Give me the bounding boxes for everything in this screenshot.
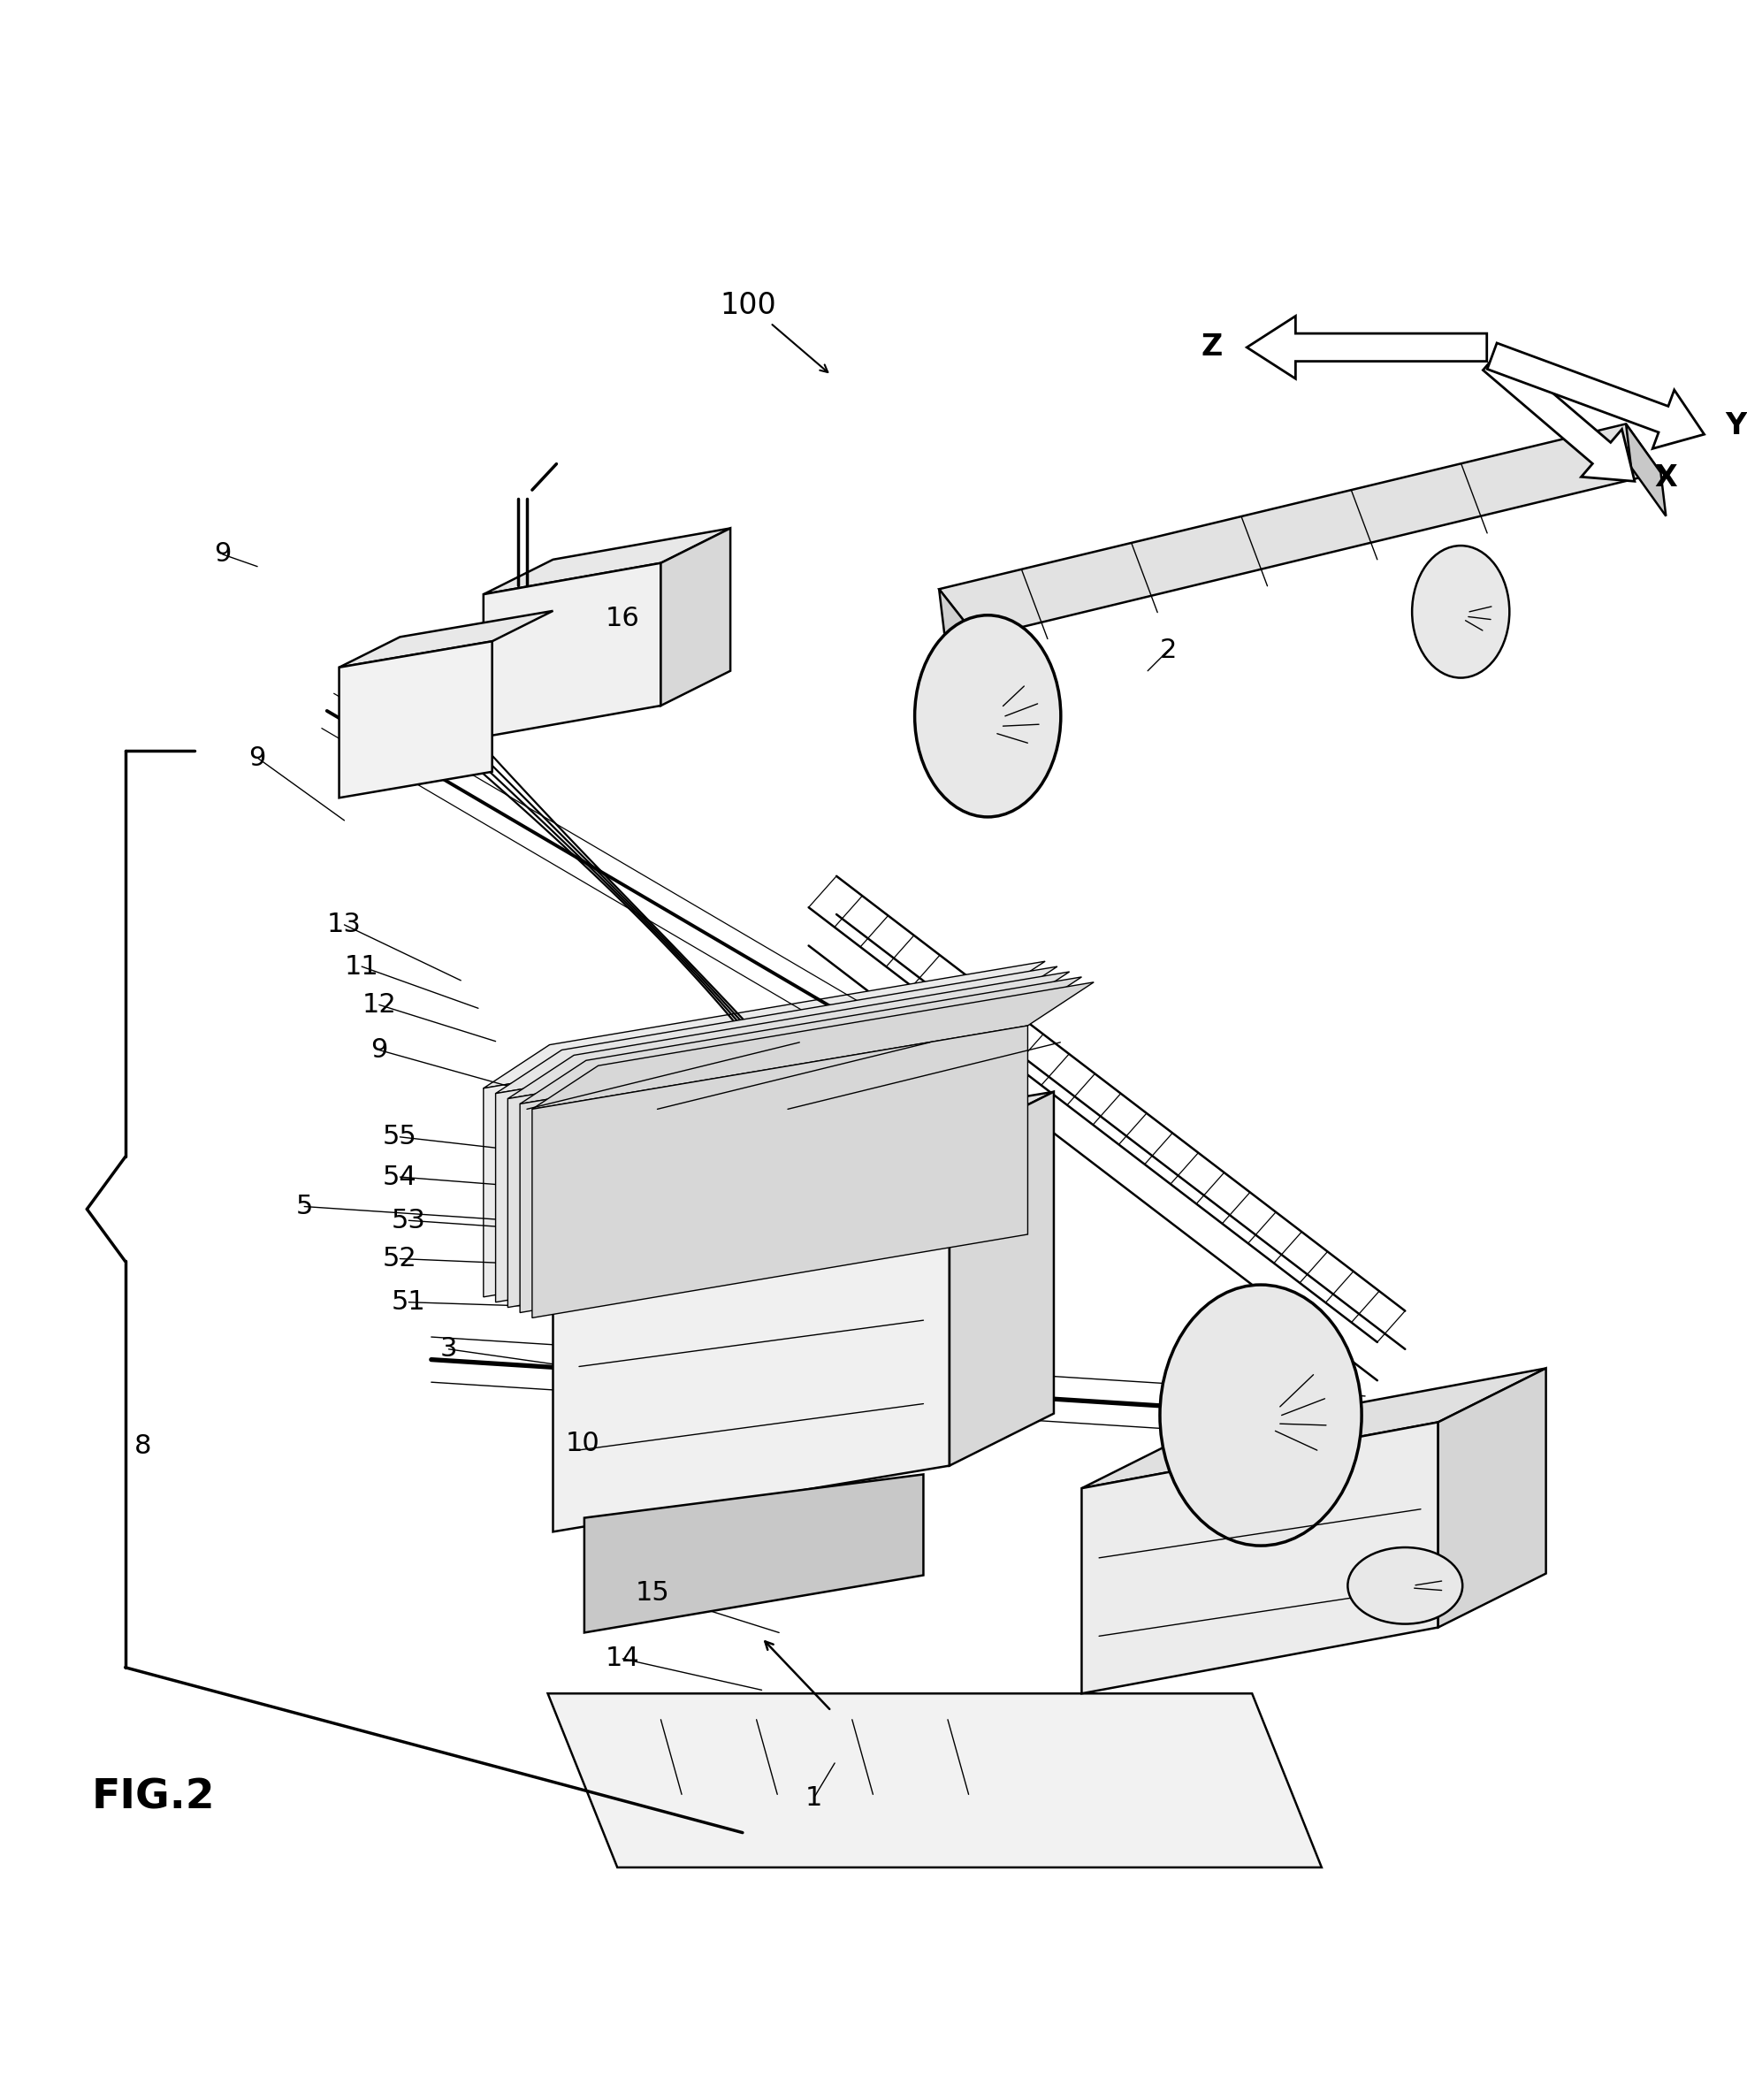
Polygon shape [1487, 342, 1705, 449]
Text: 9: 9 [215, 542, 231, 567]
Text: 14: 14 [606, 1646, 639, 1672]
Polygon shape [1483, 349, 1635, 481]
Text: 10: 10 [566, 1430, 599, 1455]
Polygon shape [549, 1693, 1322, 1867]
Polygon shape [521, 976, 1081, 1105]
Text: 54: 54 [383, 1163, 418, 1191]
Polygon shape [484, 1004, 978, 1298]
Text: Y: Y [1724, 412, 1747, 441]
Text: 9: 9 [370, 1037, 388, 1063]
Text: 55: 55 [383, 1124, 418, 1151]
Polygon shape [583, 1474, 924, 1632]
Text: 1: 1 [805, 1785, 823, 1810]
Text: 8: 8 [135, 1434, 152, 1460]
Text: 51: 51 [391, 1289, 426, 1315]
Polygon shape [533, 983, 1094, 1109]
Text: FIG.2: FIG.2 [91, 1779, 215, 1819]
Polygon shape [1081, 1369, 1546, 1489]
Polygon shape [533, 1025, 1027, 1319]
Text: 13: 13 [327, 911, 362, 937]
Polygon shape [496, 966, 1057, 1094]
Polygon shape [1081, 1422, 1438, 1693]
Text: 100: 100 [720, 292, 776, 319]
Polygon shape [554, 1144, 949, 1531]
Polygon shape [521, 1021, 1015, 1312]
Text: X: X [1654, 464, 1677, 491]
Text: Z: Z [1202, 332, 1223, 361]
Polygon shape [339, 611, 554, 668]
Polygon shape [484, 563, 660, 737]
Polygon shape [339, 640, 493, 798]
Polygon shape [508, 1014, 1003, 1308]
Polygon shape [660, 529, 730, 706]
Text: 16: 16 [606, 607, 639, 632]
Polygon shape [940, 590, 982, 680]
Ellipse shape [1160, 1285, 1361, 1546]
Text: 12: 12 [362, 991, 397, 1018]
Ellipse shape [1412, 546, 1509, 678]
Ellipse shape [1347, 1548, 1462, 1623]
Polygon shape [484, 529, 730, 594]
Text: 9: 9 [248, 746, 266, 771]
Polygon shape [940, 424, 1661, 638]
Text: 2: 2 [1160, 636, 1177, 664]
Text: 3: 3 [440, 1336, 458, 1363]
Ellipse shape [915, 615, 1060, 817]
Text: 52: 52 [383, 1245, 418, 1270]
Text: 11: 11 [344, 953, 379, 979]
Polygon shape [484, 962, 1045, 1088]
Polygon shape [508, 972, 1069, 1098]
Polygon shape [1626, 424, 1667, 517]
Polygon shape [1247, 317, 1487, 378]
Polygon shape [554, 1092, 1053, 1210]
Polygon shape [949, 1092, 1053, 1466]
Text: 53: 53 [391, 1208, 426, 1233]
Text: 5: 5 [295, 1193, 313, 1220]
Text: 15: 15 [634, 1579, 669, 1604]
Polygon shape [1438, 1369, 1546, 1628]
Polygon shape [496, 1010, 991, 1302]
